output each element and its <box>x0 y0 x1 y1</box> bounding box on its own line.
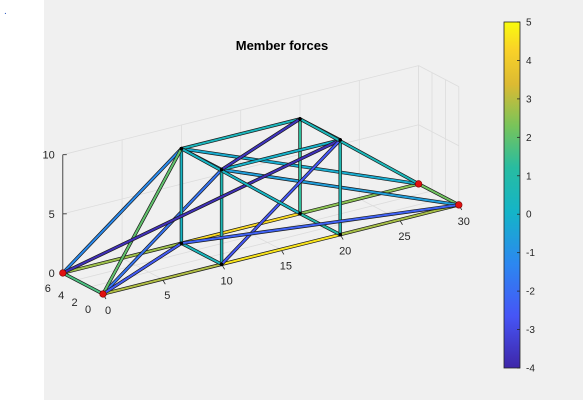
support-node <box>415 180 423 188</box>
truss-node <box>179 146 184 151</box>
truss-members <box>61 117 461 296</box>
grid-line <box>76 190 433 281</box>
z-tick-label: 5 <box>49 209 55 221</box>
grid-line <box>359 198 400 221</box>
colorbar: 5 4 3 2 1 0 -1 -2 -3 -4 <box>503 18 535 375</box>
grid-line <box>240 228 282 250</box>
colorbar-tick-label: 4 <box>526 56 532 67</box>
truss-member <box>220 138 342 171</box>
truss-node <box>298 211 302 216</box>
colorbar-tick-label: 2 <box>526 133 532 144</box>
corner-dot: . <box>4 6 7 17</box>
colorbar-tick-label: 5 <box>526 18 532 29</box>
y-tick-label: 6 <box>45 283 51 295</box>
truss-member <box>102 242 183 295</box>
truss-member <box>61 147 183 274</box>
support-node <box>455 201 463 209</box>
colorbar-tick-label: 1 <box>526 171 532 182</box>
truss-member <box>61 272 104 295</box>
truss-node <box>338 138 343 142</box>
y-tick-label: 4 <box>58 290 64 302</box>
x-tick-label: 20 <box>339 246 351 258</box>
grid-line <box>62 124 419 215</box>
truss-member <box>61 138 342 274</box>
x-tick-label: 0 <box>105 305 111 317</box>
truss-member <box>417 182 460 206</box>
truss-member <box>180 212 301 245</box>
truss-member <box>180 203 460 245</box>
z-tick-label: 10 <box>43 150 55 162</box>
y-tick-label: 2 <box>72 297 78 309</box>
y-tick-label: 0 <box>85 304 91 316</box>
truss-member <box>102 147 183 295</box>
truss-node <box>338 232 343 237</box>
truss-member <box>180 242 223 266</box>
colorbar-tick-label: -1 <box>526 248 535 259</box>
truss-member <box>180 147 301 215</box>
truss-member <box>299 182 420 215</box>
truss-member <box>299 117 420 185</box>
page-margin <box>0 0 44 400</box>
grid-line <box>89 197 446 288</box>
z-tick-label: 0 <box>49 268 55 280</box>
x-tick-label: 25 <box>398 231 410 243</box>
colorbar-tick-label: -4 <box>526 364 535 375</box>
truss-member <box>220 117 301 171</box>
truss-node <box>298 117 302 121</box>
chart-title: Member forces <box>236 38 328 53</box>
x-tick-label: 10 <box>220 275 232 287</box>
truss-member <box>102 263 223 295</box>
x-tick-label: 15 <box>280 260 292 272</box>
grid-line <box>62 65 419 156</box>
support-node <box>99 290 107 298</box>
colorbar-tick-label: 0 <box>526 210 532 221</box>
colorbar-tick-label: -2 <box>526 287 535 298</box>
truss-nodes <box>59 117 463 298</box>
x-tick-label: 30 <box>458 216 470 228</box>
support-node <box>59 269 67 277</box>
truss-node <box>219 262 224 267</box>
colorbar-bar <box>503 21 521 369</box>
x-tick-label: 5 <box>164 290 170 302</box>
truss-member <box>220 233 342 266</box>
truss-member <box>102 168 223 295</box>
colorbar-tick-label: -3 <box>526 325 535 336</box>
truss-node <box>219 167 224 172</box>
truss-member <box>339 203 460 236</box>
truss-member <box>180 117 301 150</box>
grid-line <box>418 124 459 147</box>
truss-node <box>179 241 184 246</box>
grid-line <box>418 65 459 87</box>
colorbar-tick-label: 3 <box>526 94 532 105</box>
figure-background <box>44 0 583 400</box>
